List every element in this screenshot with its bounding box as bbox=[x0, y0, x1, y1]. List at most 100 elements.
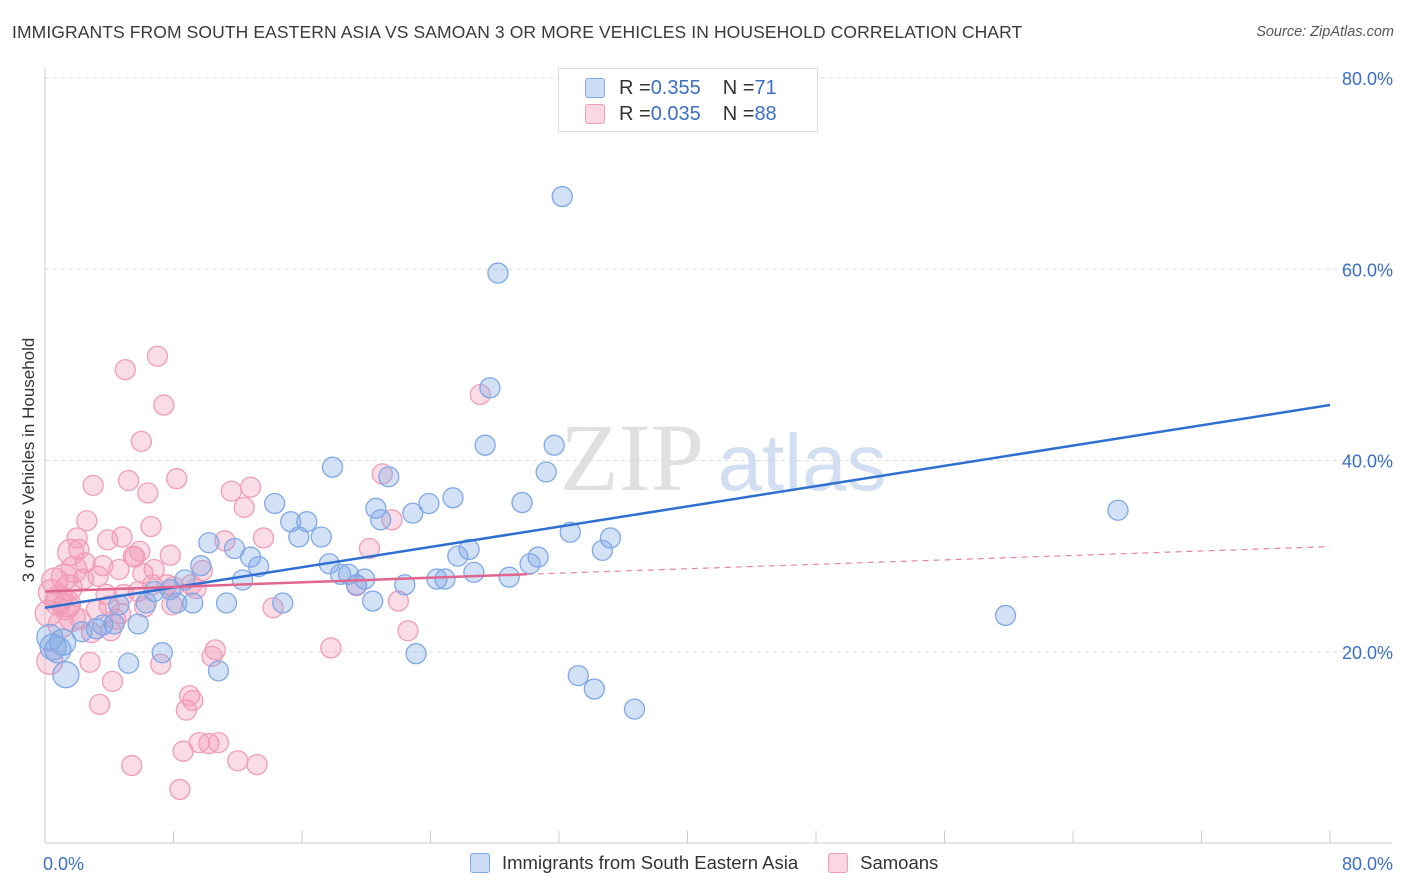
samoan-point bbox=[109, 602, 132, 625]
samoan-point bbox=[74, 552, 96, 574]
sea-points bbox=[36, 185, 1129, 720]
sea-point bbox=[103, 613, 125, 635]
sea-point bbox=[310, 526, 332, 548]
sea-point bbox=[535, 461, 557, 483]
samoan-point bbox=[143, 558, 165, 581]
sea-point bbox=[405, 643, 427, 665]
sea-point bbox=[127, 613, 149, 635]
sea-point bbox=[365, 497, 387, 519]
sea-point bbox=[362, 590, 384, 612]
samoan-point bbox=[92, 555, 114, 577]
sea-point bbox=[567, 665, 589, 687]
sea-point bbox=[215, 592, 238, 614]
legend-n-value: 71 bbox=[754, 76, 777, 99]
sea-point bbox=[434, 568, 456, 590]
legend-r-label: R = bbox=[619, 102, 651, 125]
y-axis-label: 3 or more Vehicles in Household bbox=[19, 337, 38, 583]
samoan-point bbox=[96, 529, 119, 551]
legend-label-samoans: Samoans bbox=[860, 852, 939, 873]
samoan-point bbox=[207, 731, 230, 754]
samoan-point bbox=[358, 537, 381, 560]
sea-point bbox=[458, 538, 480, 561]
watermark: ZIP atlas bbox=[560, 404, 886, 511]
samoan-trend-extension bbox=[526, 545, 1331, 575]
samoan-point bbox=[320, 637, 342, 659]
sea-point bbox=[231, 569, 254, 591]
sea-point bbox=[370, 509, 392, 531]
sea-point bbox=[198, 532, 220, 554]
x-tick-label-min: 0.0% bbox=[43, 854, 84, 874]
legend-n-label: N = bbox=[722, 102, 755, 125]
legend-swatch-sea bbox=[585, 78, 605, 98]
samoan-point bbox=[82, 474, 104, 497]
sea-point bbox=[591, 539, 614, 562]
legend-n-value: 88 bbox=[754, 102, 777, 125]
chart-title: IMMIGRANTS FROM SOUTH EASTERN ASIA VS SA… bbox=[12, 22, 1023, 42]
y-tick-label: 20.0% bbox=[1342, 643, 1393, 663]
sea-point bbox=[329, 563, 352, 585]
sea-point bbox=[551, 185, 573, 208]
sea-point bbox=[498, 566, 520, 588]
sea-point bbox=[418, 492, 440, 515]
sea-point bbox=[487, 262, 509, 284]
samoan-point bbox=[227, 750, 249, 772]
samoan-point bbox=[182, 689, 204, 712]
sea-point bbox=[447, 545, 469, 567]
sea-point bbox=[52, 661, 80, 689]
sea-point bbox=[296, 511, 318, 533]
sea-point bbox=[247, 555, 270, 578]
samoans-points bbox=[34, 345, 491, 801]
samoan-point bbox=[66, 527, 88, 549]
samoan-point bbox=[220, 480, 242, 502]
samoan-point bbox=[140, 515, 162, 538]
samoan-point bbox=[262, 597, 284, 619]
correlation-legend: R = 0.355 N = 71 R = 0.035 N = 88 bbox=[558, 68, 818, 132]
watermark-zip: ZIP bbox=[560, 404, 704, 511]
tick-labels: 20.0% 40.0% 60.0% 80.0% 0.0% 80.0% bbox=[43, 69, 1393, 874]
y-tick-label: 40.0% bbox=[1342, 452, 1393, 472]
samoan-point bbox=[166, 468, 188, 490]
sea-point bbox=[527, 546, 549, 568]
samoan-point bbox=[68, 538, 90, 561]
samoan-point bbox=[122, 545, 144, 567]
legend-row-samoans: R = 0.035 N = 88 bbox=[585, 102, 777, 126]
samoan-point bbox=[55, 574, 83, 602]
sea-point bbox=[463, 561, 485, 584]
sea-point bbox=[442, 487, 464, 509]
sea-point bbox=[583, 678, 605, 700]
sea-trend-line bbox=[44, 403, 1331, 609]
samoan-point bbox=[121, 754, 143, 777]
legend-row-sea: R = 0.355 N = 71 bbox=[585, 76, 777, 100]
sea-point bbox=[117, 652, 140, 674]
sea-point bbox=[1107, 499, 1129, 521]
samoan-point bbox=[114, 359, 136, 381]
samoan-point bbox=[239, 476, 262, 498]
sea-point bbox=[190, 555, 212, 577]
sea-point bbox=[994, 604, 1017, 627]
axes bbox=[44, 68, 1392, 844]
sea-point bbox=[151, 642, 173, 664]
samoan-point bbox=[169, 778, 191, 801]
sea-point bbox=[402, 502, 424, 524]
legend-n-label: N = bbox=[722, 76, 755, 99]
samoan-point bbox=[108, 558, 130, 581]
samoan-point bbox=[387, 590, 410, 612]
legend-swatch-samoans bbox=[585, 104, 605, 124]
samoan-point bbox=[149, 653, 172, 675]
sea-point bbox=[207, 660, 230, 682]
watermark-atlas: atlas bbox=[718, 418, 887, 507]
series-legend: Immigrants from South Eastern Asia Samoa… bbox=[470, 852, 968, 874]
legend-r-value: 0.355 bbox=[650, 76, 701, 99]
legend-label-sea: Immigrants from South Eastern Asia bbox=[502, 852, 799, 873]
sea-point bbox=[85, 618, 108, 640]
y-tick-label: 60.0% bbox=[1342, 260, 1393, 280]
samoan-point bbox=[79, 651, 101, 673]
samoan-point bbox=[252, 527, 275, 549]
trend-lines bbox=[44, 403, 1331, 609]
sea-point bbox=[543, 434, 565, 456]
samoan-point bbox=[381, 509, 403, 531]
legend-r-value: 0.035 bbox=[650, 102, 701, 125]
sea-point bbox=[378, 466, 400, 488]
sea-point bbox=[272, 592, 294, 614]
